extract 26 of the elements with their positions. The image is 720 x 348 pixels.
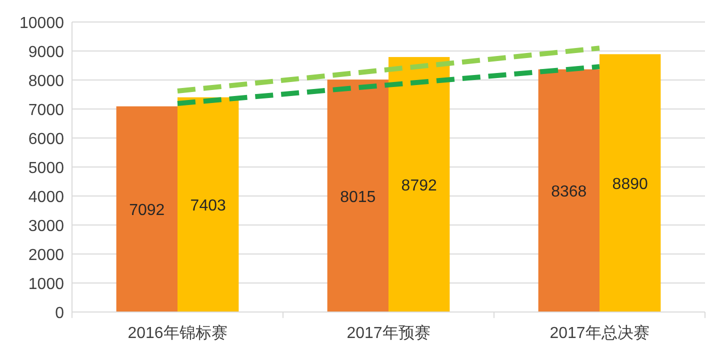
x-tick-label: 2017年总决赛 <box>550 324 650 342</box>
y-tick-label: 10000 <box>20 15 64 32</box>
data-label: 8368 <box>551 184 587 201</box>
bar <box>178 97 239 312</box>
y-tick-label: 8000 <box>28 73 64 90</box>
bar <box>600 54 661 312</box>
data-label: 7092 <box>129 202 165 220</box>
y-tick-label: 4000 <box>28 189 64 206</box>
y-tick-label: 2000 <box>28 247 64 264</box>
bar <box>388 57 450 312</box>
y-tick-label: 5000 <box>28 160 64 177</box>
y-tick-label: 9000 <box>28 44 64 61</box>
data-label: 8792 <box>401 178 437 195</box>
data-label: 8890 <box>612 176 648 194</box>
y-tick-label: 6000 <box>28 131 64 148</box>
y-tick-label: 1000 <box>28 276 64 293</box>
data-label: 7403 <box>190 198 226 215</box>
bar <box>327 80 388 312</box>
y-tick-label: 3000 <box>28 218 64 235</box>
data-label: 8015 <box>340 188 376 206</box>
y-tick-label: 7000 <box>28 102 64 119</box>
y-tick-label: 0 <box>55 305 64 322</box>
bar <box>538 69 600 312</box>
bar <box>116 106 178 312</box>
x-tick-label: 2017年预赛 <box>346 324 430 342</box>
x-tick-label: 2016年锦标赛 <box>128 324 228 342</box>
